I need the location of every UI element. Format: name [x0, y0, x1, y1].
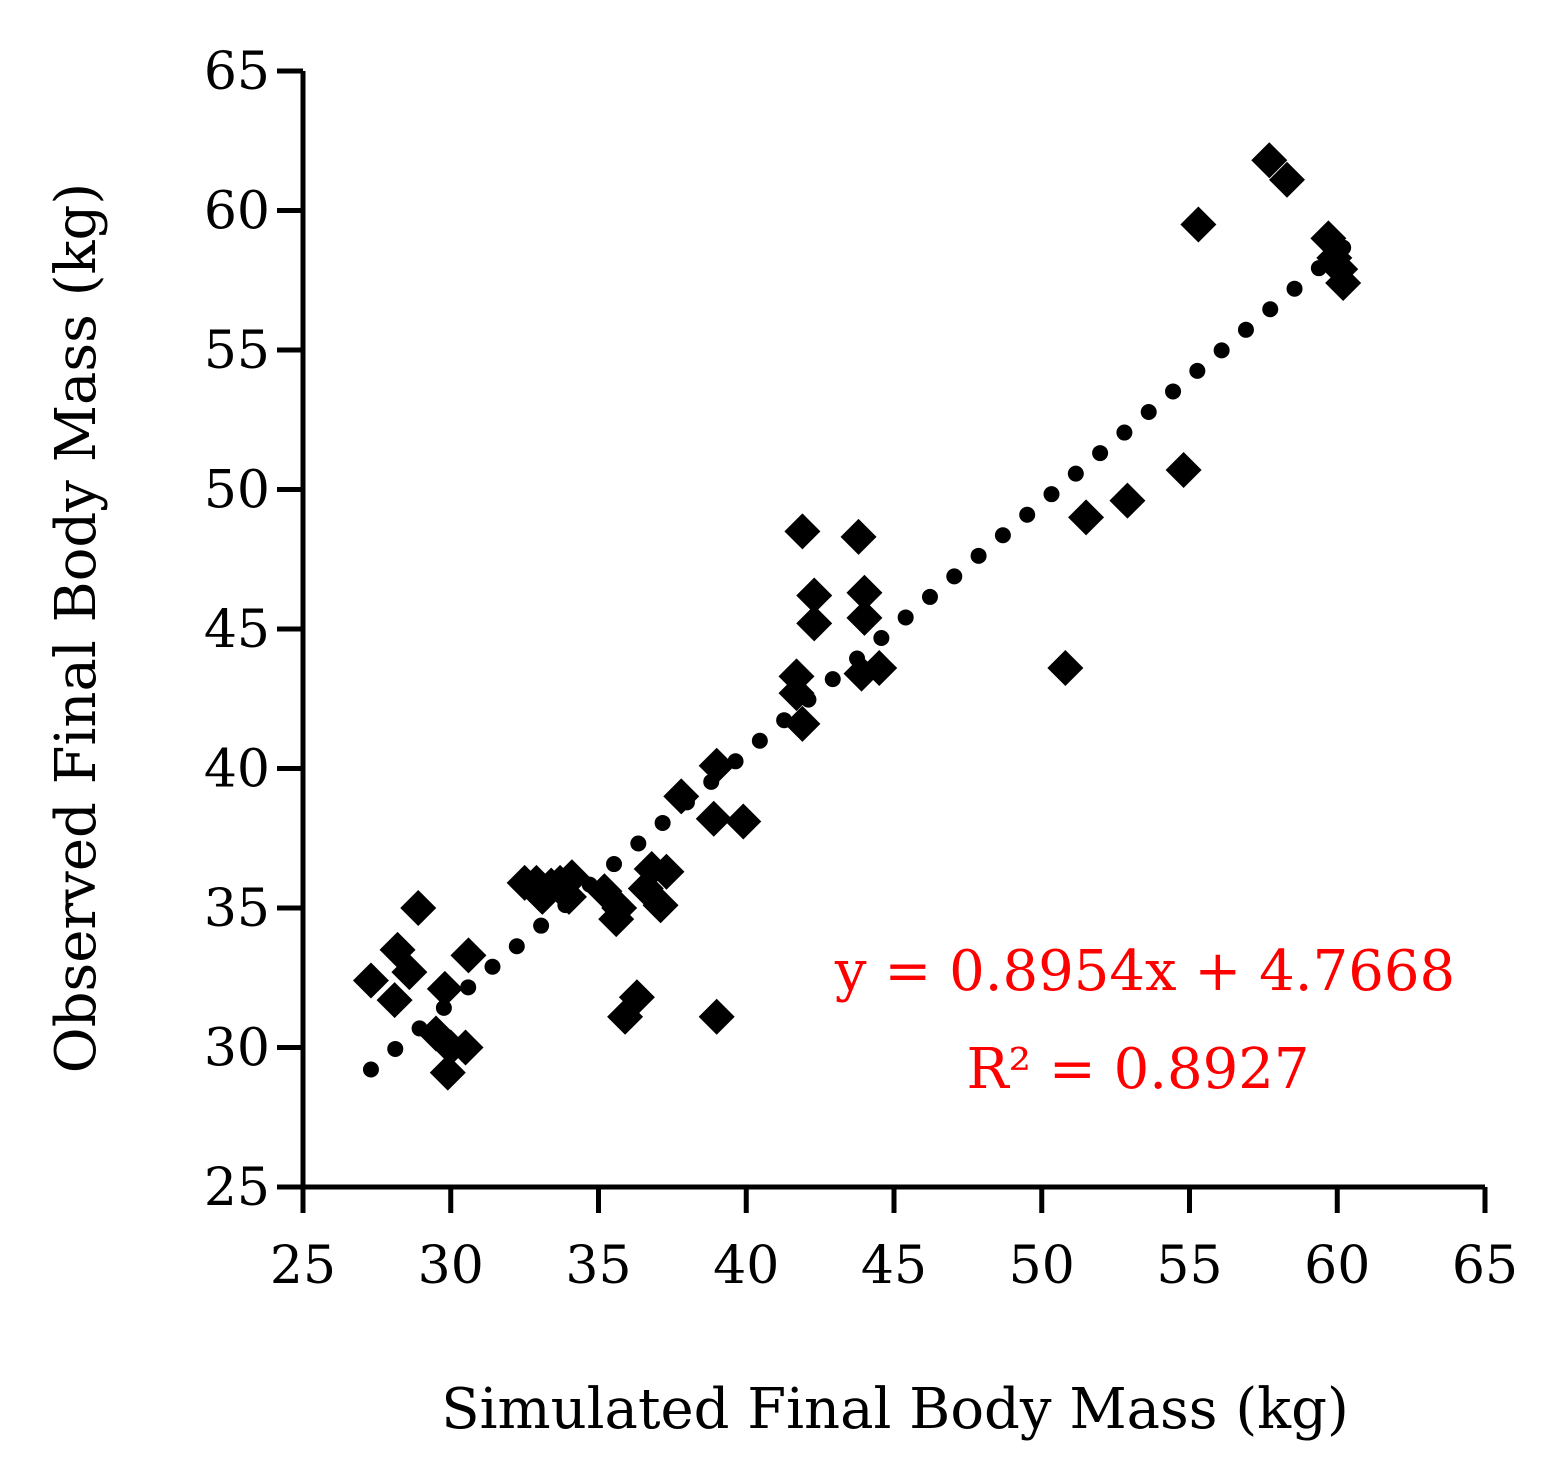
y-tick-label: 60: [204, 182, 270, 242]
x-tick-label: 30: [418, 1236, 484, 1296]
data-point: [550, 878, 587, 915]
trendline-dot: [387, 1040, 404, 1057]
data-point: [648, 853, 685, 890]
trendline-dot: [970, 547, 987, 564]
x-tick-label: 25: [270, 1236, 336, 1296]
data-point: [426, 970, 463, 1007]
data-point: [796, 577, 833, 614]
data-point: [1068, 499, 1105, 536]
trendline-dot: [897, 609, 914, 626]
trendline-dot: [1237, 321, 1254, 338]
trendline-dot: [946, 568, 963, 585]
trendline-dot: [362, 1061, 379, 1078]
trendline-dot: [1262, 301, 1279, 318]
data-point: [663, 778, 700, 815]
data-point: [725, 803, 762, 840]
r-squared-label: R² = 0.8927: [966, 1037, 1309, 1102]
data-point: [778, 675, 815, 712]
y-tick-label: 35: [204, 879, 270, 939]
data-point: [698, 998, 735, 1035]
x-tick-label: 55: [1156, 1236, 1222, 1296]
trendline-dot: [751, 732, 768, 749]
trendline-dot: [1116, 424, 1133, 441]
data-point: [1180, 206, 1217, 243]
data-point: [861, 650, 898, 687]
data-point: [429, 1054, 466, 1091]
y-tick-label: 65: [204, 42, 270, 102]
y-tick-label: 30: [204, 1019, 270, 1079]
axes: [300, 71, 1485, 1190]
data-point: [642, 887, 679, 924]
trendline-dot: [1019, 506, 1036, 523]
data-point: [1109, 482, 1146, 519]
y-tick-label: 55: [204, 321, 270, 381]
y-tick-label: 45: [204, 600, 270, 660]
trendline-dot: [1213, 342, 1230, 359]
data-point: [391, 954, 428, 991]
y-axis-title: Observed Final Body Mass (kg): [44, 183, 109, 1073]
trendline-dot: [921, 588, 938, 605]
x-tick-label: 40: [713, 1236, 779, 1296]
data-point: [1251, 142, 1288, 179]
trendline-dot: [533, 917, 550, 934]
x-tick-label: 35: [565, 1236, 631, 1296]
trendline-dot: [1092, 445, 1109, 462]
data-point: [1165, 451, 1202, 488]
trendline-dot: [873, 630, 890, 647]
data-point: [784, 513, 821, 550]
y-tick-label: 50: [204, 461, 270, 521]
trendline-dot: [1189, 362, 1206, 379]
x-tick-label: 60: [1304, 1236, 1370, 1296]
trendline-dot: [654, 814, 671, 831]
data-point: [601, 890, 638, 926]
x-tick-label: 50: [1009, 1236, 1075, 1296]
data-point: [1325, 265, 1362, 302]
y-tick-label: 25: [204, 1158, 270, 1218]
ticks: 25 30 35 40 45 50 55 60 65 25 30 35 40 45 50 55 60 65: [204, 42, 1518, 1296]
data-point: [796, 605, 833, 642]
trendline-dot: [484, 958, 501, 975]
data-point: [846, 574, 883, 611]
x-axis-title: Simulated Final Body Mass (kg): [441, 1377, 1349, 1442]
data-point: [784, 705, 821, 742]
data-point: [447, 1029, 484, 1066]
regression-equation: y = 0.8954x + 4.7668: [834, 939, 1455, 1004]
trendline-dot: [1165, 383, 1182, 400]
data-points: [352, 142, 1362, 1091]
y-tick-label: 40: [204, 740, 270, 800]
trendline-dot: [1140, 403, 1157, 420]
trendline-dot: [1043, 486, 1060, 503]
data-point: [450, 937, 487, 974]
data-point: [698, 747, 735, 784]
trendline-dot: [460, 979, 477, 996]
data-point: [352, 962, 389, 999]
trendline-dot: [630, 835, 647, 852]
data-point: [1047, 650, 1084, 687]
trendline-dot: [606, 856, 623, 873]
trendline-dot: [824, 671, 841, 688]
data-point: [376, 982, 413, 1019]
trendline-dot: [1286, 280, 1303, 297]
trendline-dot: [1067, 465, 1084, 482]
trendline-dot: [508, 938, 525, 955]
data-point: [400, 890, 437, 926]
data-point: [695, 800, 732, 837]
x-tick-label: 45: [861, 1236, 927, 1296]
data-point: [840, 518, 877, 555]
data-point: [846, 599, 883, 636]
trendline-dot: [994, 527, 1011, 544]
data-point: [618, 979, 655, 1016]
data-point: [1269, 161, 1306, 198]
x-tick-label: 65: [1452, 1236, 1518, 1296]
